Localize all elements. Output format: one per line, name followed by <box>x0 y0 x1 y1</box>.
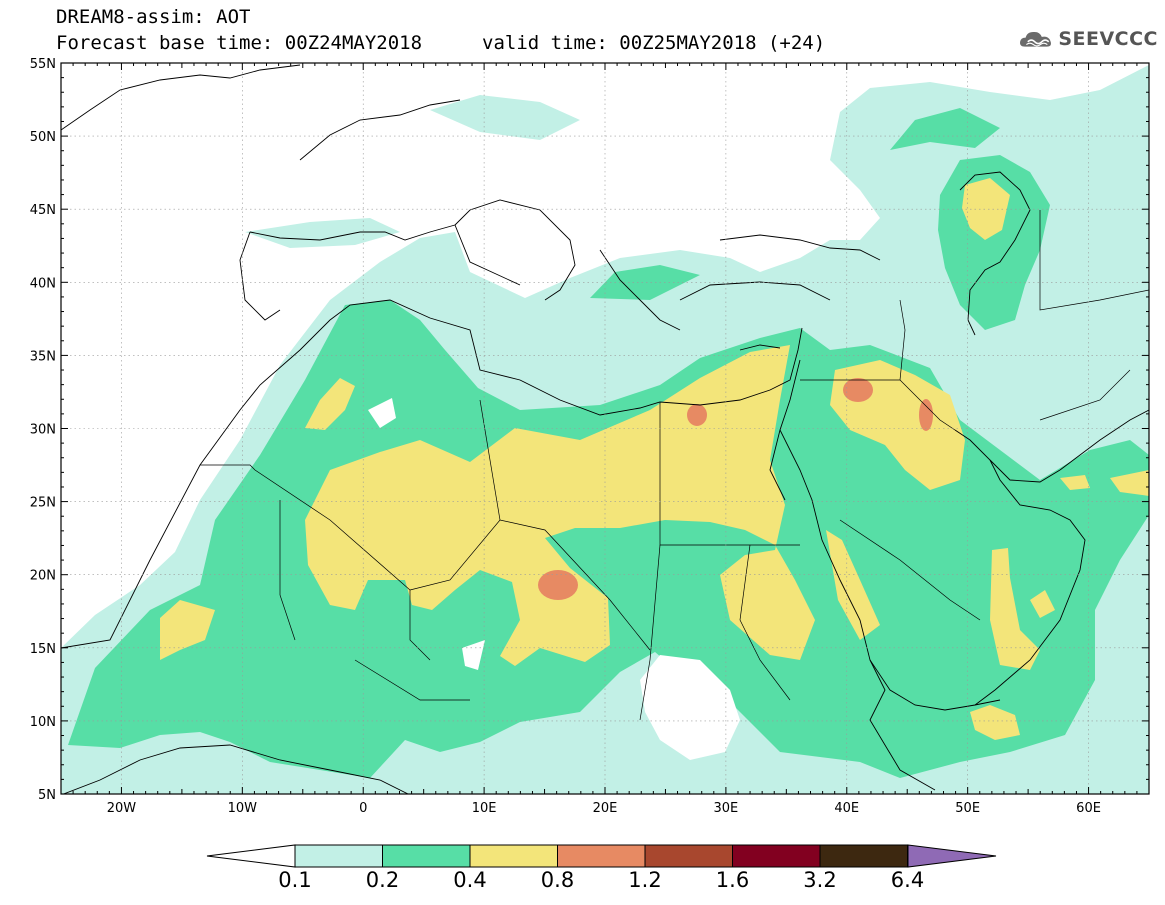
seevccc-logo: SEEVCCC <box>1018 22 1158 56</box>
colorbar-label: 0.8 <box>540 868 575 892</box>
cloud-icon <box>1020 31 1051 47</box>
colorbar-cell <box>469 844 558 868</box>
coastlines <box>61 64 1149 794</box>
colorbar <box>206 844 997 868</box>
map-title: DREAM8-assim: AOT <box>56 6 251 28</box>
lon-label: 30E <box>714 801 739 816</box>
colorbar-cell <box>819 844 908 868</box>
lat-label: 30N <box>30 423 56 438</box>
valid-time: valid time: 00Z25MAY2018 (+24) <box>482 32 826 54</box>
lon-label: 10E <box>472 801 497 816</box>
lat-label: 20N <box>30 569 56 584</box>
aot-contour-0-8 <box>538 378 933 600</box>
colorbar-cell <box>294 844 383 868</box>
forecast-base-time: Forecast base time: 00Z24MAY2018 <box>56 32 423 54</box>
colorbar-label: 6.4 <box>890 868 925 892</box>
latitude-labels: 55N 50N 45N 40N 35N 30N 25N 20N 15N 10N 5N <box>30 57 56 803</box>
lat-label: 40N <box>30 276 56 291</box>
colorbar-cell <box>732 844 821 868</box>
lat-label: 55N <box>30 57 56 72</box>
colorbar-cell <box>644 844 733 868</box>
lon-label: 10W <box>228 801 258 816</box>
lon-label: 0 <box>359 801 367 816</box>
lon-label: 20E <box>593 801 618 816</box>
graticule <box>61 63 1149 794</box>
borders <box>200 210 1149 721</box>
lon-label: 50E <box>955 801 980 816</box>
lat-label: 15N <box>30 642 56 657</box>
lat-label: 5N <box>38 788 56 803</box>
colorbar-cell <box>382 844 471 868</box>
colorbar-label: 1.6 <box>715 868 750 892</box>
lon-label: 20W <box>107 801 137 816</box>
axis-ticks <box>61 62 1149 795</box>
colorbar-label: 0.4 <box>453 868 487 892</box>
lon-label: 40E <box>834 801 859 816</box>
lat-label: 35N <box>30 349 56 364</box>
lat-label: 45N <box>30 203 56 218</box>
colorbar-over-arrow <box>907 844 997 868</box>
lat-label: 50N <box>30 130 56 145</box>
lat-label: 10N <box>30 715 56 730</box>
colorbar-label: 1.2 <box>628 868 662 892</box>
colorbar-under-arrow <box>206 844 296 868</box>
aot-clear-areas <box>368 398 740 760</box>
lon-label: 60E <box>1076 801 1101 816</box>
logo-text: SEEVCCC <box>1058 28 1158 50</box>
longitude-labels: 20W 10W 0 10E 20E 30E 40E 50E 60E <box>107 801 1101 816</box>
colorbar-label: 3.2 <box>803 868 837 892</box>
colorbar-label: 0.2 <box>365 868 400 892</box>
lat-label: 25N <box>30 496 56 511</box>
colorbar-label: 0.1 <box>278 868 312 892</box>
aot-field <box>61 65 1149 794</box>
colorbar-cell <box>557 844 646 868</box>
